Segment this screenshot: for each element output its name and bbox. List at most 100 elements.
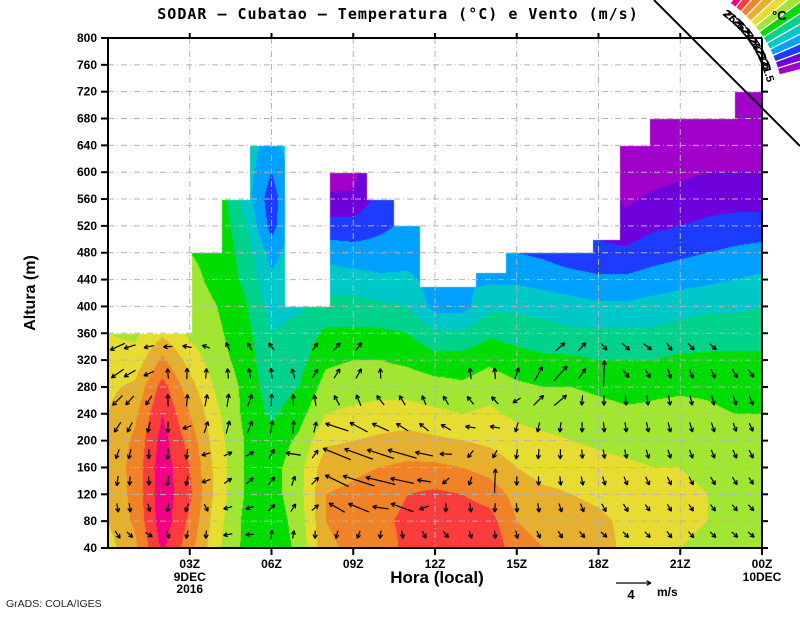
wind-vector-icon bbox=[328, 502, 345, 513]
wind-vector-icon bbox=[601, 422, 607, 433]
tick-labels: 800 760 720 680 640 600 560 520 480 440 400 360 320 2… bbox=[77, 31, 782, 596]
legend-color-wedge bbox=[739, 0, 763, 18]
wind-vector-icon bbox=[145, 532, 153, 538]
y-tick-label: 440 bbox=[77, 273, 97, 287]
wind-reference-unit: m/s bbox=[657, 585, 678, 599]
wind-vector-icon bbox=[467, 503, 474, 513]
wind-vector-icon bbox=[223, 477, 233, 484]
wind-vector-icon bbox=[311, 449, 319, 459]
wind-vector-icon bbox=[491, 396, 499, 405]
wind-vector-icon bbox=[579, 503, 585, 513]
wind-vector-icon bbox=[710, 504, 716, 512]
wind-vector-icon bbox=[398, 395, 406, 406]
wind-vector-icon bbox=[553, 365, 568, 382]
y-tick-label: 480 bbox=[77, 246, 97, 260]
wind-vector-icon bbox=[622, 531, 630, 538]
legend-color-wedge bbox=[754, 0, 800, 33]
y-tick-label: 40 bbox=[84, 541, 98, 555]
wind-vector-icon bbox=[146, 449, 152, 460]
wind-vector-icon bbox=[465, 424, 476, 430]
wind-vector-icon bbox=[114, 449, 120, 460]
wind-vector-icon bbox=[579, 422, 585, 433]
wind-vector-icon bbox=[349, 421, 368, 433]
wind-vector-icon bbox=[184, 394, 190, 407]
wind-vector-icon bbox=[710, 476, 716, 486]
wind-vector-icon bbox=[371, 422, 389, 432]
wind-vector-icon bbox=[644, 368, 651, 379]
legend-color-wedge bbox=[765, 23, 800, 51]
wind-vector-icon bbox=[246, 342, 253, 351]
wind-vector-icon bbox=[601, 360, 607, 387]
wind-vector-icon bbox=[247, 393, 254, 407]
wind-vector-icon bbox=[146, 476, 152, 486]
x-tick-label: 09Z bbox=[343, 557, 364, 571]
wind-vector-icon bbox=[667, 395, 673, 406]
wind-vector-icon bbox=[622, 503, 629, 513]
wind-vector-icon bbox=[687, 342, 695, 351]
wind-vector-icon bbox=[182, 343, 192, 350]
x-tick-label: 06Z bbox=[261, 557, 282, 571]
wind-vector-icon bbox=[143, 344, 154, 350]
wind-vector-icon bbox=[225, 393, 231, 407]
wind-vector-icon bbox=[536, 503, 542, 513]
grid-lines bbox=[108, 38, 762, 548]
wind-vector-icon bbox=[324, 474, 349, 488]
wind-vector-icon bbox=[203, 421, 210, 434]
y-tick-label: 80 bbox=[84, 514, 98, 528]
wind-vector-icon bbox=[623, 422, 629, 433]
legend-color-wedge bbox=[771, 43, 800, 63]
wind-vector-icon bbox=[623, 449, 629, 459]
y-tick-label: 320 bbox=[77, 353, 97, 367]
wind-vector-icon bbox=[442, 395, 450, 405]
wind-vector-icon bbox=[290, 530, 296, 539]
wind-vector-icon bbox=[709, 531, 717, 538]
wind-vector-icon bbox=[747, 531, 755, 538]
wind-vector-icon bbox=[165, 448, 171, 460]
wind-vector-icon bbox=[201, 478, 211, 484]
wind-vector-icon bbox=[492, 530, 498, 539]
wind-vector-icon bbox=[644, 504, 651, 512]
wind-vector-icon bbox=[126, 531, 134, 538]
y-tick-label: 360 bbox=[77, 326, 97, 340]
x-tick-label: 15Z bbox=[506, 557, 527, 571]
wind-vector-icon bbox=[710, 395, 716, 406]
wind-vector-icon bbox=[536, 530, 541, 539]
wind-vector-icon bbox=[184, 367, 190, 380]
wind-vector-icon bbox=[732, 395, 738, 406]
wind-vector-icon bbox=[748, 477, 754, 485]
wind-vector-icon bbox=[492, 503, 498, 513]
wind-vector-icon bbox=[285, 450, 301, 457]
y-tick-label: 400 bbox=[77, 299, 97, 313]
y-tick-label: 640 bbox=[77, 138, 97, 152]
wind-vector-icon bbox=[535, 422, 541, 433]
date-label: 2016 bbox=[176, 582, 203, 596]
wind-vector-icon bbox=[204, 394, 210, 407]
legend-color-wedge bbox=[769, 33, 800, 57]
wind-vector-icon bbox=[514, 449, 520, 460]
wind-vector-icon bbox=[365, 475, 396, 486]
y-tick-label: 760 bbox=[77, 58, 97, 72]
wind-vector-icon bbox=[666, 503, 672, 512]
wind-vector-icon bbox=[246, 420, 254, 434]
y-tick-label: 680 bbox=[77, 112, 97, 126]
x-tick-label: 12Z bbox=[425, 557, 446, 571]
wind-vector-icon bbox=[109, 342, 126, 351]
wind-vector-icon bbox=[184, 475, 190, 487]
x-tick-label: 21Z bbox=[670, 557, 691, 571]
wind-vector-icon bbox=[333, 368, 341, 379]
wind-vector-icon bbox=[268, 367, 274, 380]
wind-vector-icon bbox=[666, 531, 673, 539]
wind-vector-icon bbox=[312, 394, 318, 406]
wind-vector-icon bbox=[467, 476, 473, 486]
wind-vector-icon bbox=[184, 503, 190, 513]
wind-vector-icon bbox=[731, 476, 738, 486]
wind-vector-icon bbox=[709, 343, 717, 351]
wind-vector-icon bbox=[225, 342, 231, 351]
wind-vector-icon bbox=[127, 476, 133, 486]
wind-vector-icon bbox=[395, 422, 409, 432]
wind-vector-icon bbox=[688, 422, 694, 433]
grads-credit: GrADS: COLA/IGES bbox=[6, 598, 102, 610]
wind-vector-icon bbox=[123, 369, 136, 378]
